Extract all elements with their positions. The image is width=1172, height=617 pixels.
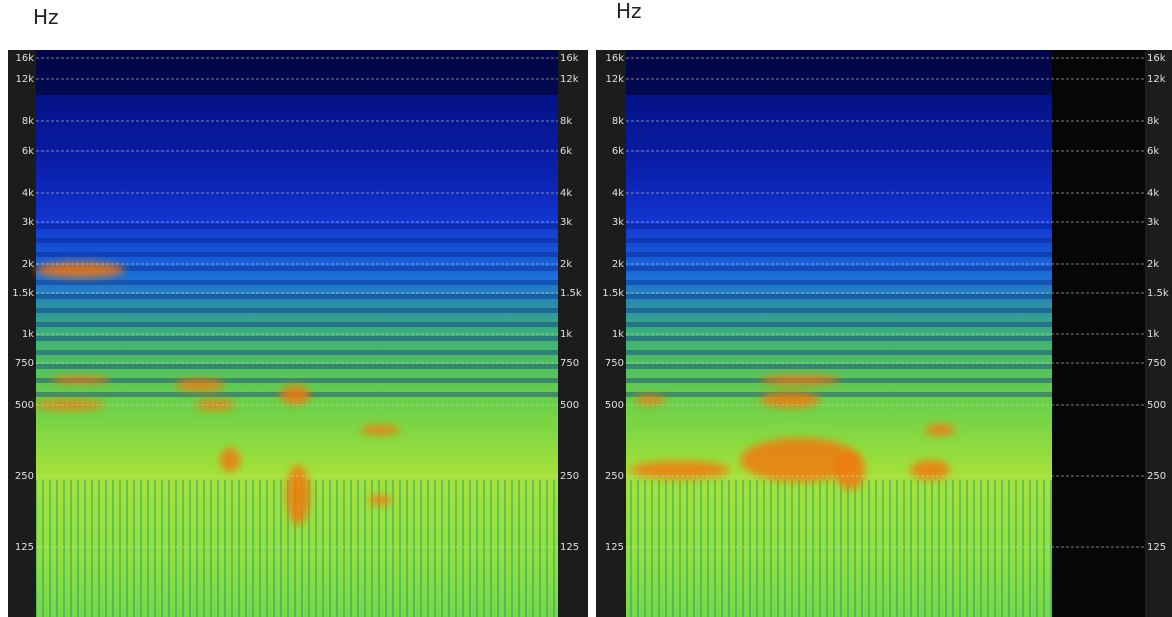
- frequency-tick-label: 3k: [560, 217, 572, 228]
- frequency-tick-label: 500: [1147, 400, 1166, 411]
- frequency-tick-label: 125: [1147, 542, 1166, 553]
- unit-label: Hz: [616, 0, 642, 23]
- energy-peak: [910, 460, 950, 480]
- high-frequency-noise: [626, 50, 1052, 95]
- harmonic-bands: [36, 215, 558, 405]
- frequency-tick-label: 16k: [560, 53, 579, 64]
- frequency-tick-label: 1k: [612, 329, 624, 340]
- frequency-tick-label: 16k: [15, 53, 34, 64]
- frequency-tick-label: 3k: [612, 217, 624, 228]
- frequency-tick-label: 6k: [1147, 146, 1159, 157]
- high-frequency-noise: [36, 50, 558, 95]
- frequency-tick-label: 16k: [605, 53, 624, 64]
- frequency-tick-label: 2k: [560, 259, 572, 270]
- spectrogram-panel: Hz 16k 16k 12k 12k 8k 8k 6k 6k 4k 4k 3k 3k 2k 2k 1.5k 1.…: [596, 0, 1172, 617]
- energy-peak: [286, 465, 310, 525]
- frequency-tick-label: 8k: [1147, 116, 1159, 127]
- frequency-tick-label: 4k: [1147, 188, 1159, 199]
- frequency-tick-label: 12k: [15, 74, 34, 85]
- unit-label: Hz: [33, 5, 59, 29]
- energy-peak: [760, 392, 820, 408]
- frequency-tick-label: 500: [15, 400, 34, 411]
- frequency-tick-label: 750: [15, 358, 34, 369]
- frequency-tick-label: 4k: [560, 188, 572, 199]
- energy-peak: [760, 375, 840, 385]
- frequency-tick-label: 16k: [1147, 53, 1166, 64]
- energy-peak: [220, 448, 240, 472]
- frequency-tick-label: 8k: [612, 116, 624, 127]
- frequency-tick-label: 12k: [605, 74, 624, 85]
- frequency-tick-label: 1k: [560, 329, 572, 340]
- frequency-tick-label: 250: [15, 471, 34, 482]
- spectrogram-panel: Hz 16k 16k 12k 12k 8k 8k 6k 6k 4k 4k 3k 3k 2k 2k 1.5k 1.…: [8, 5, 588, 617]
- frequency-tick-label: 250: [605, 471, 624, 482]
- frequency-tick-label: 2k: [1147, 259, 1159, 270]
- page: Hz 16k 16k 12k 12k 8k 8k 6k 6k 4k 4k 3k 3k 2k 2k 1.5k 1.…: [0, 0, 1172, 617]
- frequency-tick-label: 3k: [1147, 217, 1159, 228]
- frequency-tick-label: 2k: [22, 259, 34, 270]
- frequency-tick-label: 125: [15, 542, 34, 553]
- silent-region: [1052, 50, 1145, 617]
- energy-peak: [925, 424, 955, 436]
- energy-peak: [175, 379, 225, 391]
- frequency-tick-label: 4k: [22, 188, 34, 199]
- frequency-tick-label: 1k: [1147, 329, 1159, 340]
- energy-peak: [630, 461, 730, 479]
- energy-peak: [35, 400, 105, 410]
- frequency-tick-label: 12k: [1147, 74, 1166, 85]
- spectrogram-view: Hz 16k 16k 12k 12k 8k 8k 6k 6k 4k 4k 3k 3k 2k 2k 1.5k 1.…: [0, 0, 1172, 617]
- frequency-tick-label: 6k: [612, 146, 624, 157]
- frequency-tick-label: 1.5k: [560, 288, 582, 299]
- frequency-tick-label: 750: [1147, 358, 1166, 369]
- frequency-tick-label: 12k: [560, 74, 579, 85]
- frequency-tick-label: 4k: [612, 188, 624, 199]
- energy-peak: [360, 425, 400, 435]
- frequency-tick-label: 3k: [22, 217, 34, 228]
- frequency-tick-label: 1.5k: [1147, 288, 1169, 299]
- frequency-tick-label: 6k: [560, 146, 572, 157]
- energy-peak: [50, 376, 110, 384]
- harmonic-bands: [626, 215, 1052, 405]
- frequency-tick-label: 1.5k: [12, 288, 34, 299]
- frequency-tick-label: 250: [560, 471, 579, 482]
- energy-peak: [368, 495, 392, 505]
- energy-peak: [635, 395, 665, 405]
- frequency-tick-label: 125: [605, 542, 624, 553]
- frequency-tick-label: 500: [605, 400, 624, 411]
- frequency-tick-label: 750: [560, 358, 579, 369]
- transient-streaks: [626, 480, 1052, 617]
- frequency-tick-label: 500: [560, 400, 579, 411]
- energy-peak: [835, 450, 865, 490]
- energy-peak: [280, 385, 310, 405]
- frequency-tick-label: 1k: [22, 329, 34, 340]
- frequency-tick-label: 250: [1147, 471, 1166, 482]
- frequency-tick-label: 1.5k: [602, 288, 624, 299]
- frequency-tick-label: 125: [560, 542, 579, 553]
- frequency-tick-label: 8k: [22, 116, 34, 127]
- frequency-tick-label: 2k: [612, 259, 624, 270]
- frequency-tick-label: 6k: [22, 146, 34, 157]
- frequency-tick-label: 8k: [560, 116, 572, 127]
- frequency-tick-label: 750: [605, 358, 624, 369]
